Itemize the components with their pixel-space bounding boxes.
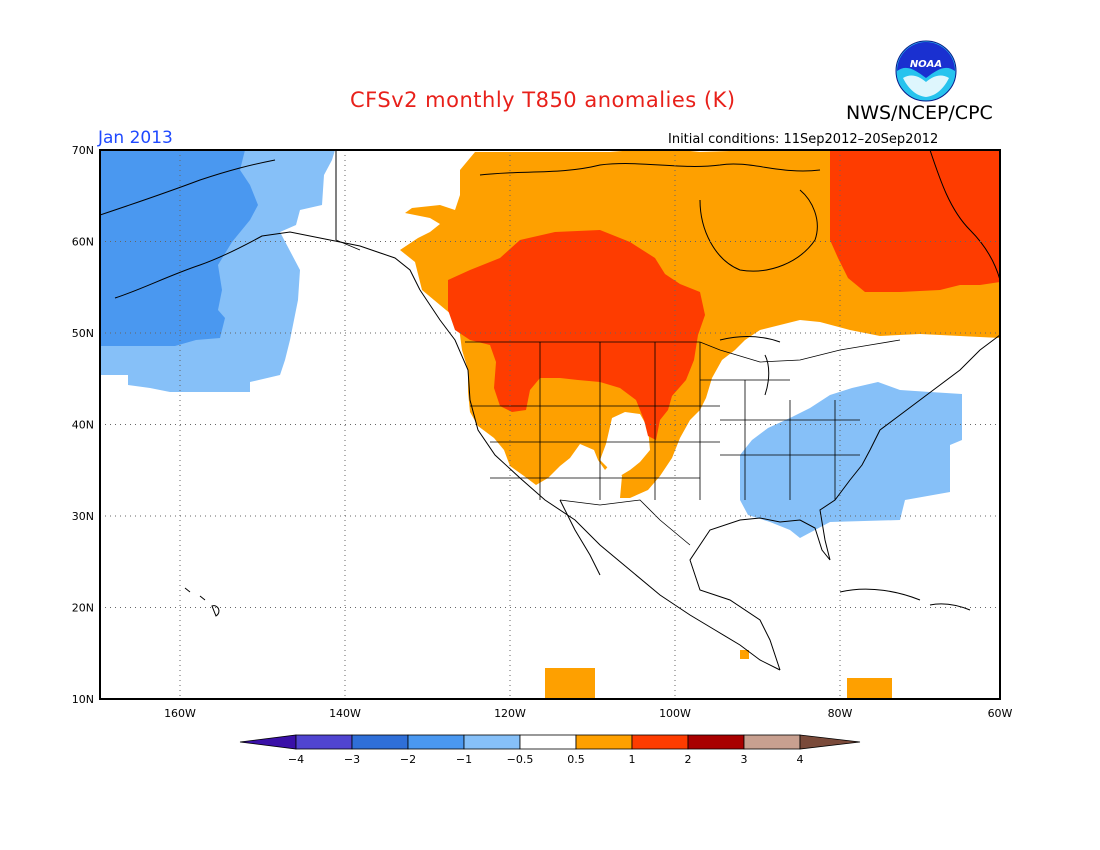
- anomaly-region-light-blue: [100, 150, 335, 392]
- colorbar-labels: −4 −3 −2 −1 −0.5 0.5 1 2 3 4: [288, 753, 804, 766]
- anomaly-region-orange-west: [400, 150, 1000, 498]
- border-us-canada: [465, 339, 901, 363]
- colorbar-tick-label: 2: [685, 753, 692, 766]
- lon-label: 120W: [494, 707, 526, 720]
- noaa-logo: NOAA: [895, 40, 957, 102]
- colorbar-swatch: [407, 734, 465, 750]
- colorbar-tick-label: 1: [629, 753, 636, 766]
- anomaly-region-blue-southeast: [740, 382, 962, 538]
- colorbar-tick-label: −3: [344, 753, 360, 766]
- initial-conditions: Initial conditions: 11Sep2012–20Sep2012: [668, 132, 939, 147]
- anomaly-patch-orange: [545, 668, 595, 699]
- colorbar-tick-label: 3: [741, 753, 748, 766]
- colorbar-swatch: [295, 734, 353, 750]
- coastline-west: [419, 289, 781, 671]
- colorbar-tick-label: −0.5: [507, 753, 534, 766]
- colorbar-tick-label: −4: [288, 753, 304, 766]
- lat-label: 40N: [72, 419, 94, 432]
- anomaly-gap-white: [600, 412, 650, 476]
- lon-label: 160W: [164, 707, 196, 720]
- anomaly-shading: [100, 150, 1000, 699]
- colorbar: [239, 734, 861, 750]
- island-hispaniola: [929, 603, 971, 611]
- longitude-labels: 160W 140W 120W 100W 80W 60W: [164, 707, 1012, 720]
- coastline-greenland: [929, 150, 1000, 281]
- colorbar-swatch: [519, 734, 577, 750]
- anomaly-patch-orange: [740, 650, 749, 659]
- anomaly-region-red-core: [448, 230, 705, 440]
- colorbar-swatch: [687, 734, 745, 750]
- colorbar-end-high: [799, 734, 861, 750]
- lat-label: 20N: [72, 602, 94, 615]
- lat-label: 70N: [72, 144, 94, 157]
- colorbar-end-low: [239, 734, 297, 750]
- lake-michigan: [764, 354, 770, 396]
- colorbar-tick-label: 0.5: [567, 753, 585, 766]
- lake-superior: [719, 336, 781, 343]
- lon-label: 100W: [659, 707, 691, 720]
- colorbar-tick-label: −1: [456, 753, 472, 766]
- border-us-mexico: [559, 499, 691, 546]
- coastlines: [100, 150, 1000, 671]
- forecast-month: Jan 2013: [98, 128, 173, 148]
- agency-label: NWS/NCEP/CPC: [846, 102, 993, 124]
- colorbar-tick-label: 4: [797, 753, 804, 766]
- map-frame: [99, 149, 1001, 700]
- political-borders: [335, 150, 901, 546]
- lon-label: 60W: [988, 707, 1013, 720]
- anomaly-region-red-northeast: [830, 150, 1000, 292]
- coastline-east: [689, 334, 1000, 671]
- border-alaska-canada: [335, 150, 361, 251]
- colorbar-swatch: [575, 734, 633, 750]
- anomaly-region-orange-northeast: [820, 150, 1000, 332]
- coastline-arctic-canada: [335, 150, 821, 272]
- anomaly-patch-orange: [847, 678, 892, 699]
- coastline-alaska: [100, 159, 421, 299]
- colorbar-swatch: [631, 734, 689, 750]
- coastline-baja: [559, 499, 601, 576]
- lat-label: 60N: [72, 236, 94, 249]
- anomaly-region-blue: [100, 150, 258, 346]
- lon-label: 140W: [329, 707, 361, 720]
- colorbar-swatch: [463, 734, 521, 750]
- colorbar-swatch: [743, 734, 801, 750]
- latitude-labels: 70N 60N 50N 40N 30N 20N 10N: [72, 144, 94, 706]
- state-borders: [470, 342, 860, 500]
- island-cuba: [839, 588, 921, 601]
- lat-label: 50N: [72, 327, 94, 340]
- lat-label: 10N: [72, 693, 94, 706]
- map-title: CFSv2 monthly T850 anomalies (K): [350, 88, 736, 112]
- colorbar-swatch: [351, 734, 409, 750]
- islands-hawaii: [184, 587, 220, 617]
- lat-label: 30N: [72, 510, 94, 523]
- colorbar-tick-label: −2: [400, 753, 416, 766]
- lon-label: 80W: [828, 707, 853, 720]
- noaa-logo-text: NOAA: [910, 59, 942, 70]
- gridlines: [100, 150, 1000, 699]
